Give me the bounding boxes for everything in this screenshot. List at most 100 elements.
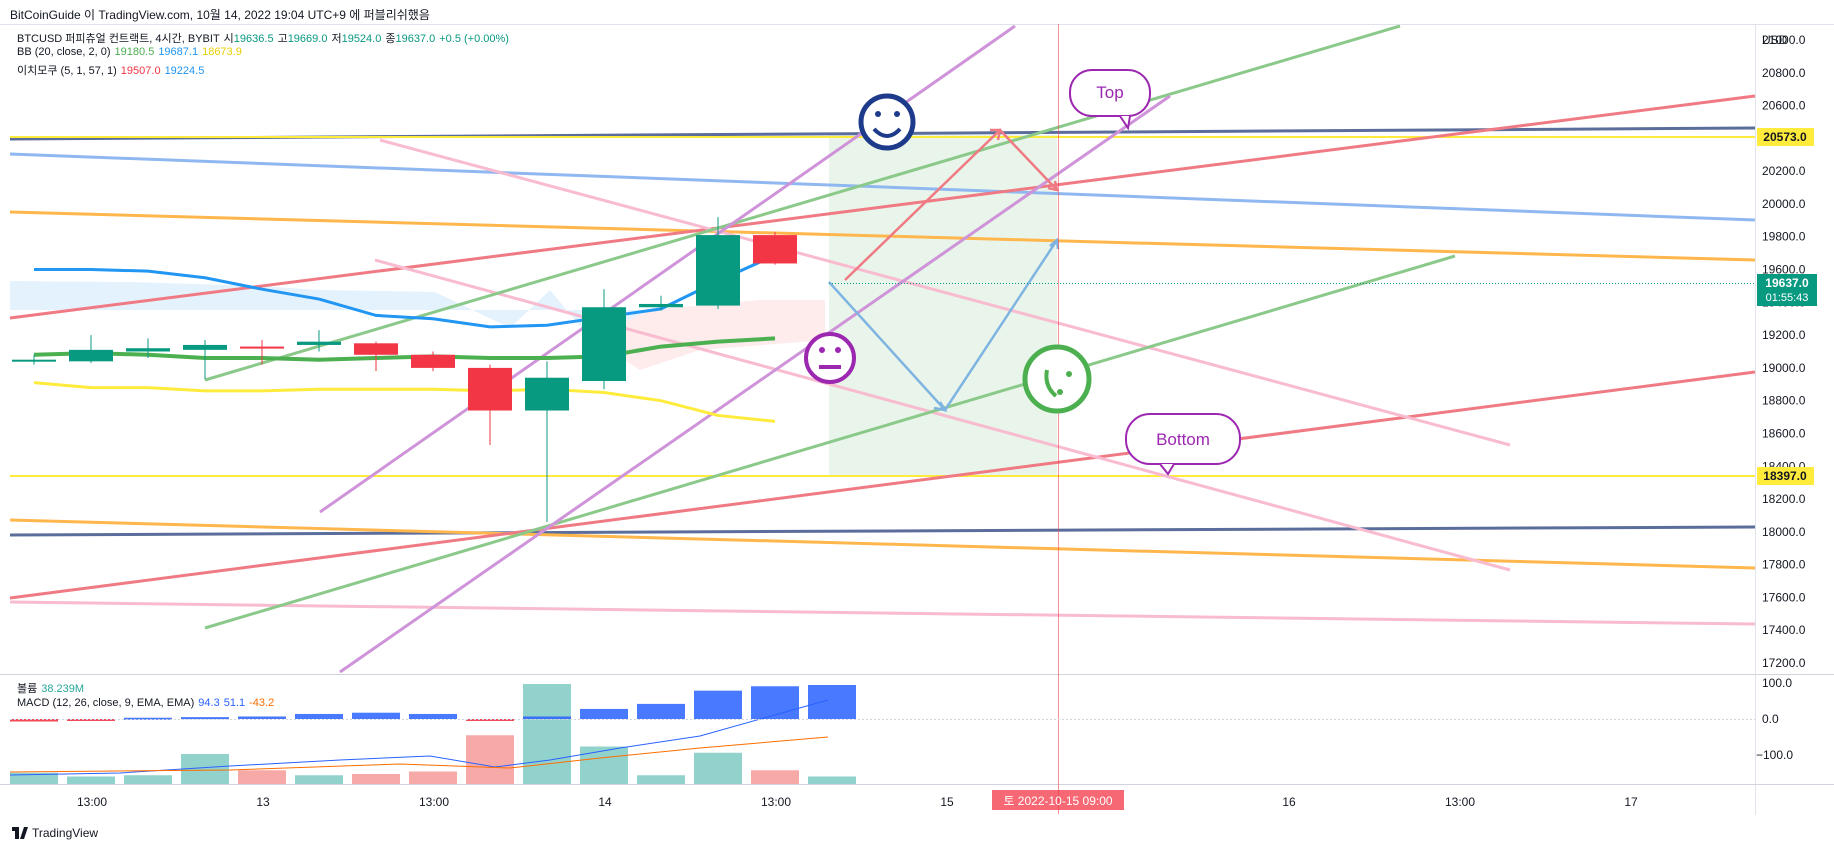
volume-bar [694,752,742,784]
price-tick-label: 17400.0 [1762,623,1806,637]
macd-hist-bar [124,717,172,720]
macd-hist-bar [637,703,685,719]
trend-line-red-top [9,94,1756,320]
svg-text:01:55:43: 01:55:43 [1766,292,1809,304]
trend-line-orange-top [9,210,1756,262]
tradingview-logo-icon [12,827,28,839]
bottom-callout: Bottom [1125,413,1241,476]
macd-legend: MACD (12, 26, close, 9, EMA, EMA) 94.3 51.… [17,697,278,709]
macd-hist-bar [181,717,229,720]
price-tick-label: 19600.0 [1762,263,1806,277]
symbol-legend: BTCUSD 퍼피츄얼 컨트랙트, 4시간, BYBIT 시19636.5 고196… [17,30,513,46]
red-arrowhead-2 [1047,180,1059,192]
macd-hist-bar [580,708,628,719]
crosshair-date-label: 토 2022-10-15 09:00 [992,790,1124,810]
time-tick-label: 15 [940,795,954,809]
time-tick-label: 17 [1624,795,1638,809]
price-tick-label: 18800.0 [1762,394,1806,408]
current-price-tag: 19637.0 01:55:43 [1757,274,1817,306]
macd-histogram [10,685,856,722]
time-tick-label: 13:00 [761,795,791,809]
trend-line-navy-bottom [9,525,1756,537]
price-tick-label: 20000.0 [1762,197,1806,211]
change-value: +0.5 (+0.00%) [439,33,509,45]
price-tick-label: 21000.0 [1762,33,1806,47]
currency-label: USD [1762,33,1788,47]
volume-bar [409,771,457,784]
trend-line-green-2 [204,254,1456,630]
time-tick-label: 13 [256,795,270,809]
price-tick-label: 20200.0 [1762,164,1806,178]
candle-body [582,307,626,382]
volume-label: 볼륨 [17,683,38,695]
candle-body [639,303,683,308]
macd-hist-bar [409,713,457,719]
volume-bar [523,684,571,784]
bollinger-bands [33,253,776,423]
bb-lower-line [33,381,776,423]
candle-body [411,354,455,368]
smiley-sleepy-icon [1022,344,1092,414]
price-tick-label: 19800.0 [1762,230,1806,244]
svg-text:19637.0: 19637.0 [1765,276,1809,290]
footer-brand[interactable]: TradingView [12,826,98,840]
volume-bar [580,746,628,784]
top-callout-text: Top [1096,83,1123,102]
smiley-neutral-icon [804,332,856,384]
bb-upper-value: 19687.1 [158,46,199,58]
macd-hist-bar [295,713,343,719]
level-tag-upper: 20573.0 [1757,128,1814,146]
ichimoku-cloud-red [590,300,825,370]
trend-line-pink-2 [374,258,1511,572]
volume-bar [466,735,514,784]
low-value: 19524.0 [341,33,382,45]
symbol-name: BTCUSD 퍼피츄얼 컨트랙트, 4시간, BYBIT [17,33,220,45]
volume-bar [67,776,115,784]
time-tick-label: 14 [598,795,612,809]
price-tick-label: 18600.0 [1762,426,1806,440]
red-arrowhead-1 [990,128,1002,141]
candle-body [696,235,740,306]
macd-hist-bar [238,716,286,719]
volume-bar [10,772,58,784]
price-tick-label: 17800.0 [1762,558,1806,572]
macd-tick-100: 100.0 [1762,676,1792,690]
volume-bar [238,770,286,784]
macd-tick-neg100: −100.0 [1756,748,1793,762]
candle-body [354,343,398,355]
candle-body [468,367,512,411]
candle-body [12,359,56,362]
bb-basis-line [33,336,776,362]
high-value: 19669.0 [287,33,328,45]
price-tick-label: 17200.0 [1762,656,1806,670]
svg-text:20573.0: 20573.0 [1763,130,1807,144]
candle-body [183,344,227,350]
footer-brand-text: TradingView [32,826,99,840]
macd-signal-line [9,736,829,773]
level-tag-lower: 18397.0 [1757,467,1814,485]
volume-bar [352,774,400,784]
svg-text:18397.0: 18397.0 [1763,469,1807,483]
candle-body [753,235,797,264]
bb-label: BB (20, close, 2, 0) [17,46,111,58]
close-value: 19637.0 [395,33,436,45]
volume-bar [637,775,685,784]
price-tick-label: 18000.0 [1762,525,1806,539]
time-tick-label: 13:00 [77,795,107,809]
macd-hist-bar [694,690,742,719]
smiley-happy-icon [858,93,916,151]
svg-text:토 2022-10-15 09:00: 토 2022-10-15 09:00 [1003,794,1112,808]
trend-line-pink-3 [9,600,1756,626]
macd-line [9,699,829,776]
price-tick-label: 18200.0 [1762,492,1806,506]
ichimoku-label: 이치모쿠 (5, 1, 57, 1) [17,65,117,77]
low-label: 저 [331,33,342,45]
ichimoku-cloud [10,281,650,338]
price-tick-label: 20600.0 [1762,99,1806,113]
price-axis: 21000.020800.020600.020400.020200.020000… [1762,33,1806,670]
macd-hist-bar [808,685,856,719]
candle-body [69,349,113,362]
time-axis: 13:00 13 13:00 14 13:00 15 16 13:00 17 [77,795,1638,809]
macd-tick-0: 0.0 [1762,712,1779,726]
